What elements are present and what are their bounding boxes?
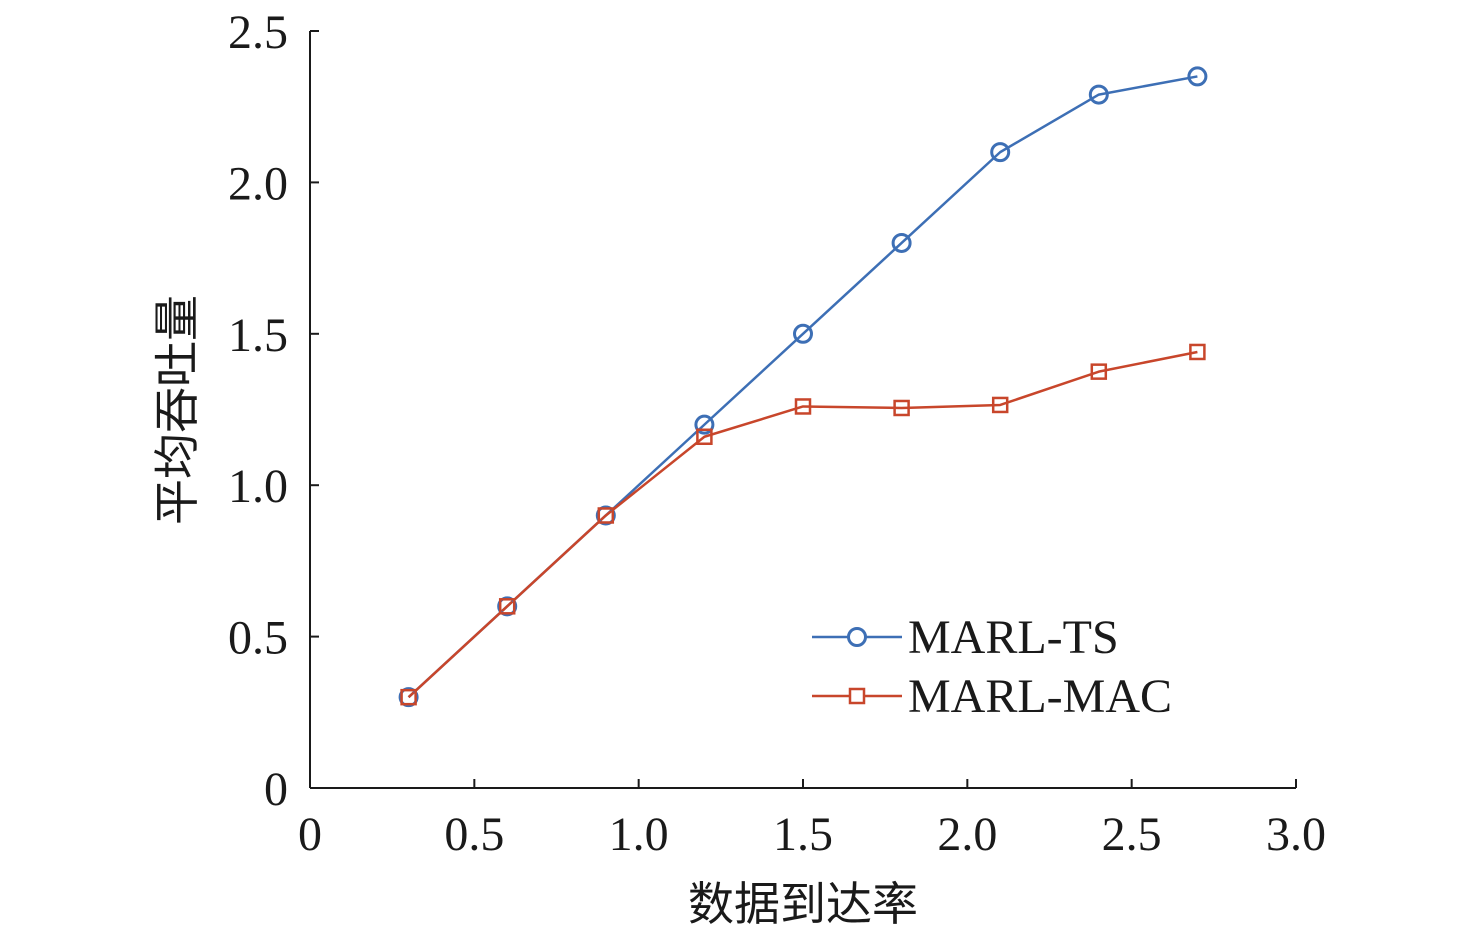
data-point-marl-ts <box>1187 66 1208 87</box>
legend-marker-marl-mac <box>848 687 866 705</box>
x-axis-title: 数据到达率 <box>688 877 918 931</box>
data-point-marl-ts <box>595 505 616 526</box>
y-tick-label: 2.0 <box>228 157 288 210</box>
x-tick-label: 2.5 <box>1102 808 1162 861</box>
legend: MARL-TS MARL-MAC <box>812 611 1172 723</box>
legend-marker-marl-ts <box>847 627 867 647</box>
data-point-marl-ts <box>398 687 419 708</box>
data-point-marl-mac <box>991 396 1009 414</box>
data-point-marl-mac <box>400 688 417 706</box>
x-tick-label: 0.5 <box>444 808 504 861</box>
x-tick-label: 2.0 <box>937 808 997 861</box>
series-line-marl-ts <box>407 75 1198 699</box>
data-point-marl-ts <box>990 142 1011 163</box>
data-point-marl-ts <box>694 414 715 435</box>
data-point-marl-ts <box>891 232 912 253</box>
x-tick-label: 0 <box>298 808 322 861</box>
legend-item-marl-ts: MARL-TS <box>812 611 1119 664</box>
data-point-marl-mac <box>1189 343 1206 361</box>
x-tick-label: 1.5 <box>773 808 833 861</box>
data-point-marl-mac <box>597 507 615 524</box>
y-tick-label: 1.0 <box>228 460 288 513</box>
y-tick-label: 1.5 <box>228 309 288 362</box>
data-point-marl-mac <box>498 598 516 615</box>
data-point-marl-mac <box>1090 363 1108 380</box>
data-point-marl-mac <box>893 399 910 417</box>
x-ticks: 0 0.5 1.0 1.5 2.0 2.5 3.0 <box>298 779 1326 861</box>
y-tick-label: 0 <box>264 763 288 816</box>
data-point-marl-mac <box>696 428 713 446</box>
data-point-marl-ts <box>497 596 518 617</box>
y-axis-title: 平均吞吐量 <box>150 295 204 525</box>
y-ticks: 0 0.5 1.0 1.5 2.0 2.5 <box>228 6 319 816</box>
y-tick-label: 2.5 <box>228 6 288 59</box>
y-tick-label: 0.5 <box>228 612 288 665</box>
data-point-marl-ts <box>793 323 813 344</box>
legend-label-marl-mac: MARL-MAC <box>908 670 1172 723</box>
legend-item-marl-mac: MARL-MAC <box>812 670 1172 723</box>
series-group <box>398 66 1208 708</box>
series-line-marl-mac <box>407 350 1198 699</box>
data-point-marl-ts <box>1088 84 1109 105</box>
x-tick-label: 1.0 <box>609 808 669 861</box>
data-point-marl-mac <box>794 398 812 415</box>
x-tick-label: 3.0 <box>1266 808 1326 861</box>
legend-label-marl-ts: MARL-TS <box>908 611 1119 664</box>
